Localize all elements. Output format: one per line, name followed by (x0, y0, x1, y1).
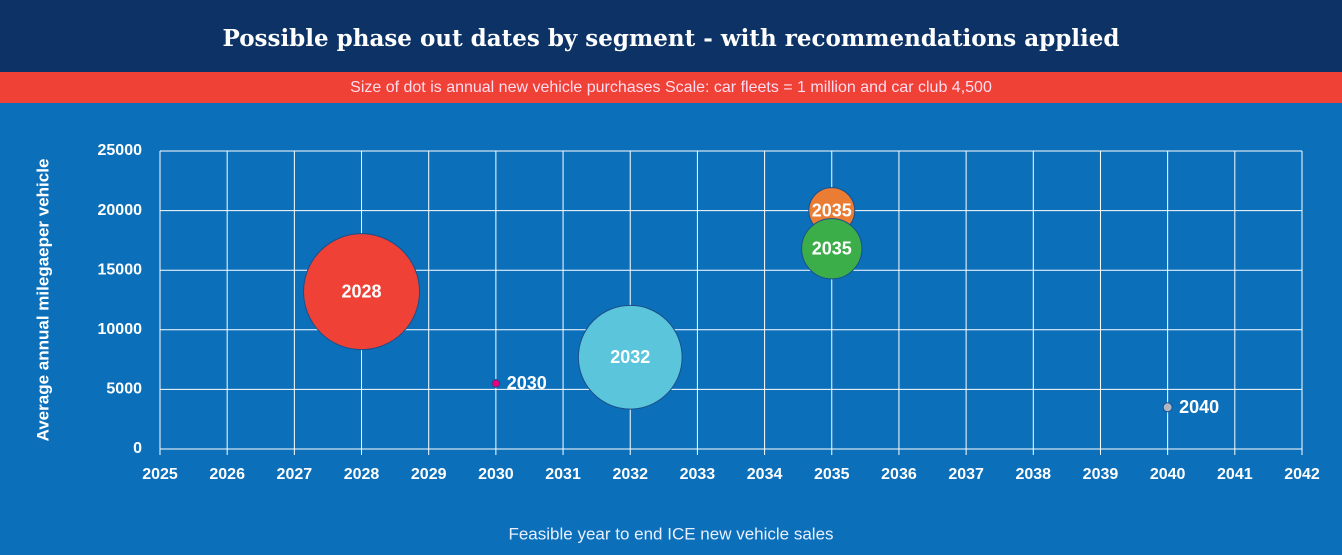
x-tick-label: 2034 (747, 466, 783, 483)
bubble (303, 233, 421, 351)
x-tick-label: 2032 (612, 466, 648, 483)
chart-subtitle: Size of dot is annual new vehicle purcha… (350, 79, 992, 96)
x-tick-label: 2035 (814, 466, 850, 483)
bubble (491, 379, 501, 388)
x-tick-label: 2029 (411, 466, 447, 483)
x-tick-label: 2042 (1284, 466, 1320, 483)
x-tick-label: 2040 (1150, 466, 1186, 483)
y-tick-label: 15000 (98, 261, 143, 278)
bubble (1162, 402, 1173, 413)
data-label: 2035 (812, 200, 852, 220)
x-tick-label: 2027 (277, 466, 313, 483)
x-tick-label: 2036 (881, 466, 917, 483)
x-tick-label: 2031 (545, 466, 581, 483)
y-tick-label: 0 (133, 440, 142, 457)
data-label: 2028 (342, 281, 382, 301)
y-tick-label: 20000 (98, 202, 143, 219)
x-tick-label: 2039 (1083, 466, 1119, 483)
bubble (577, 304, 683, 410)
x-tick-label: 2041 (1217, 466, 1253, 483)
y-tick-label: 25000 (98, 142, 143, 159)
x-tick-label: 2038 (1015, 466, 1051, 483)
data-label: 2032 (610, 347, 650, 367)
y-tick-label: 5000 (106, 381, 142, 398)
data-label: 2035 (812, 238, 852, 258)
x-tick-label: 2030 (478, 466, 514, 483)
x-tick-label: 2033 (680, 466, 716, 483)
x-tick-label: 2025 (142, 466, 178, 483)
x-axis-title: Feasible year to end ICE new vehicle sal… (508, 524, 833, 543)
data-label: 2040 (1179, 397, 1219, 417)
subtitle-bar (0, 72, 1342, 103)
title-bar (0, 0, 1342, 72)
y-axis-title: Average annual milegaeper vehicle (33, 159, 52, 442)
x-tick-label: 2026 (209, 466, 245, 483)
x-tick-label: 2037 (948, 466, 984, 483)
chart-title: Possible phase out dates by segment - wi… (223, 25, 1120, 52)
x-tick-label: 2028 (344, 466, 380, 483)
data-label: 2030 (507, 373, 547, 393)
y-tick-label: 10000 (98, 321, 143, 338)
bubble (801, 218, 863, 280)
